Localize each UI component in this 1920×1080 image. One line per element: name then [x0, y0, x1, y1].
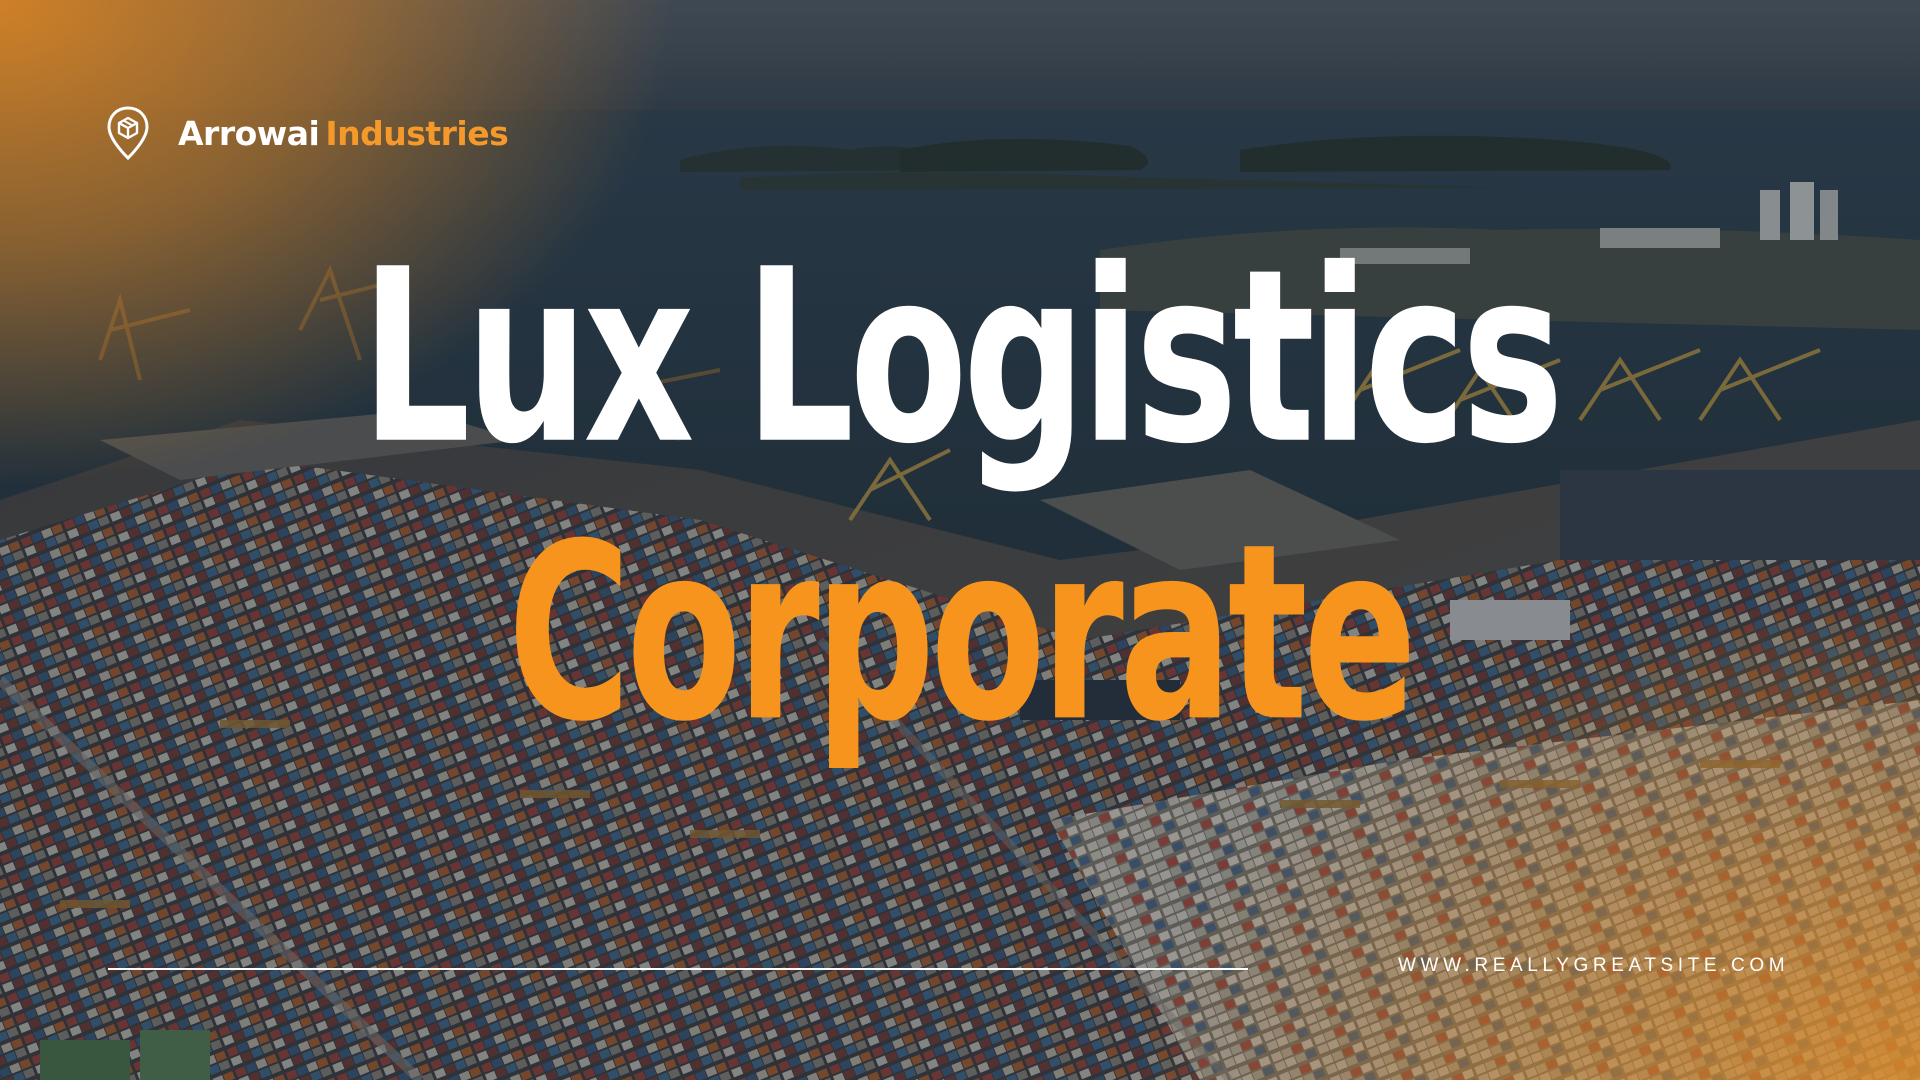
location-pin-box-icon — [107, 106, 149, 160]
brand-name: Arrowai Industries — [178, 113, 509, 153]
title-line-2: Corporate — [507, 491, 1417, 776]
brand-logo: Arrowai Industries — [106, 106, 509, 160]
title-line-1: Lux Logistics — [360, 217, 1564, 497]
brand-name-primary: Arrowai — [178, 113, 320, 153]
website-url: WWW.REALLYGREATSITE.COM — [1398, 955, 1790, 976]
footer-divider — [108, 968, 1248, 970]
brand-name-accent: Industries — [325, 113, 509, 153]
